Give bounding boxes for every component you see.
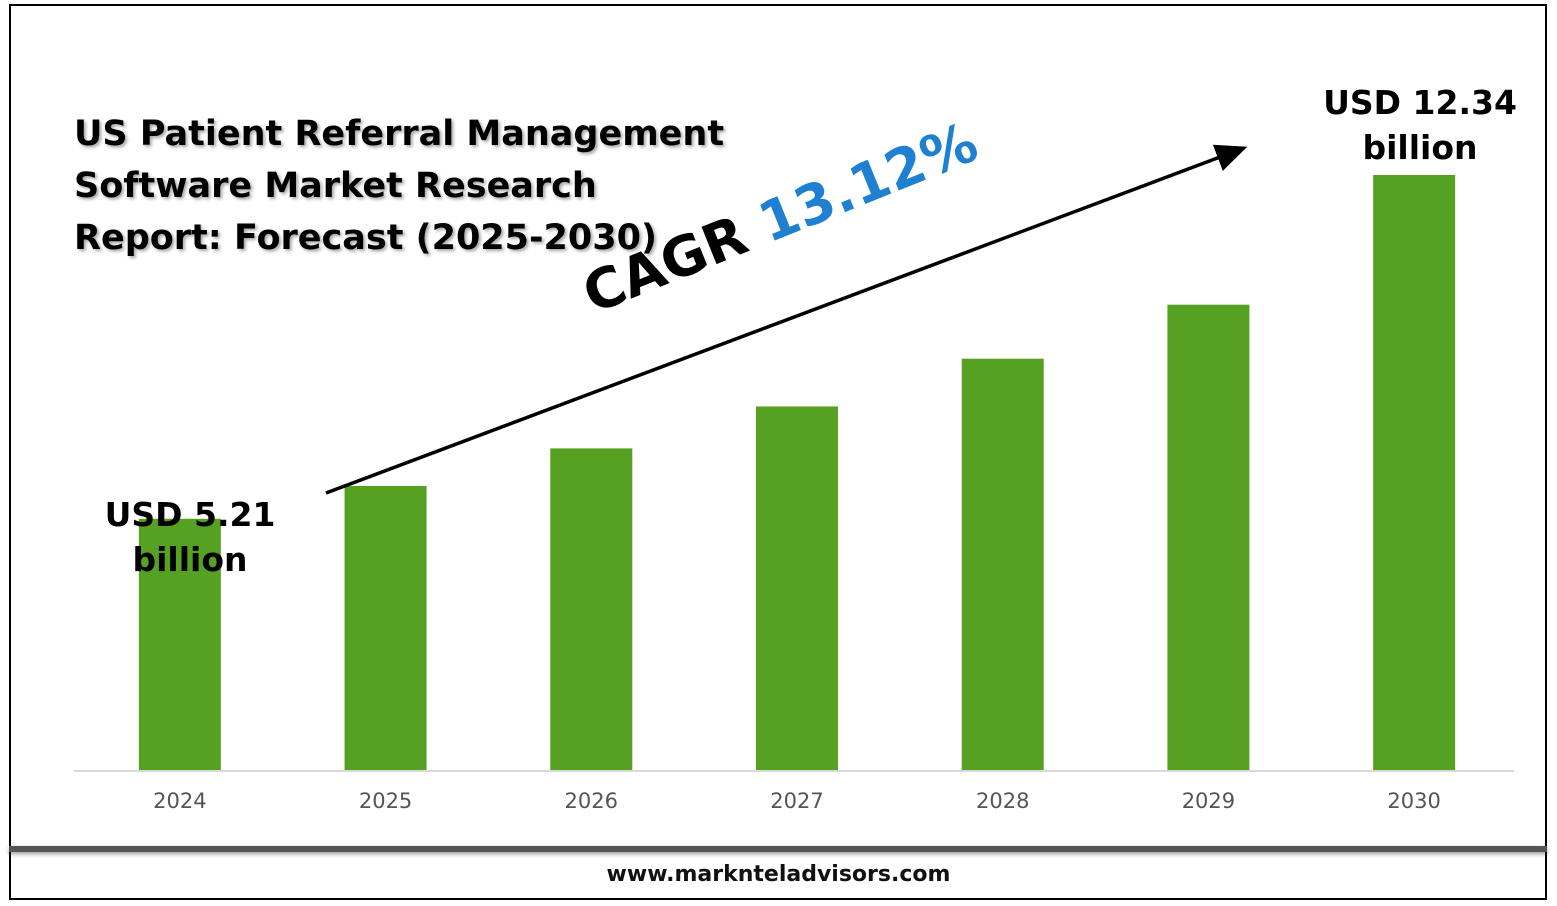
bar-2029	[1167, 304, 1250, 770]
x-tick-2028: 2028	[976, 789, 1029, 813]
bar-2026	[550, 448, 633, 770]
x-tick-2029: 2029	[1182, 789, 1235, 813]
bar-2025	[344, 486, 427, 770]
bar-2024	[138, 518, 221, 770]
bar-2028	[961, 358, 1044, 770]
x-tick-2025: 2025	[359, 789, 412, 813]
chart-title: US Patient Referral Management Software …	[74, 114, 725, 258]
bar-2030	[1373, 175, 1456, 770]
x-tick-2024: 2024	[153, 789, 206, 813]
cagr-trend-arrow	[325, 144, 1248, 495]
footer-divider	[9, 846, 1547, 852]
x-tick-2030: 2030	[1387, 789, 1440, 813]
x-tick-2027: 2027	[770, 789, 823, 813]
x-tick-2026: 2026	[565, 789, 618, 813]
start-value-callout: USD 5.21 billion	[104, 495, 276, 579]
bar-2027	[756, 406, 838, 770]
bars-group	[138, 175, 1456, 770]
footer-url[interactable]: www.marknteladvisors.com	[606, 862, 951, 887]
x-tick-labels: 2024 2025 2026 2027 2028 2029 2030	[153, 789, 1441, 813]
end-value-callout: USD 12.34 billion	[1323, 83, 1517, 167]
